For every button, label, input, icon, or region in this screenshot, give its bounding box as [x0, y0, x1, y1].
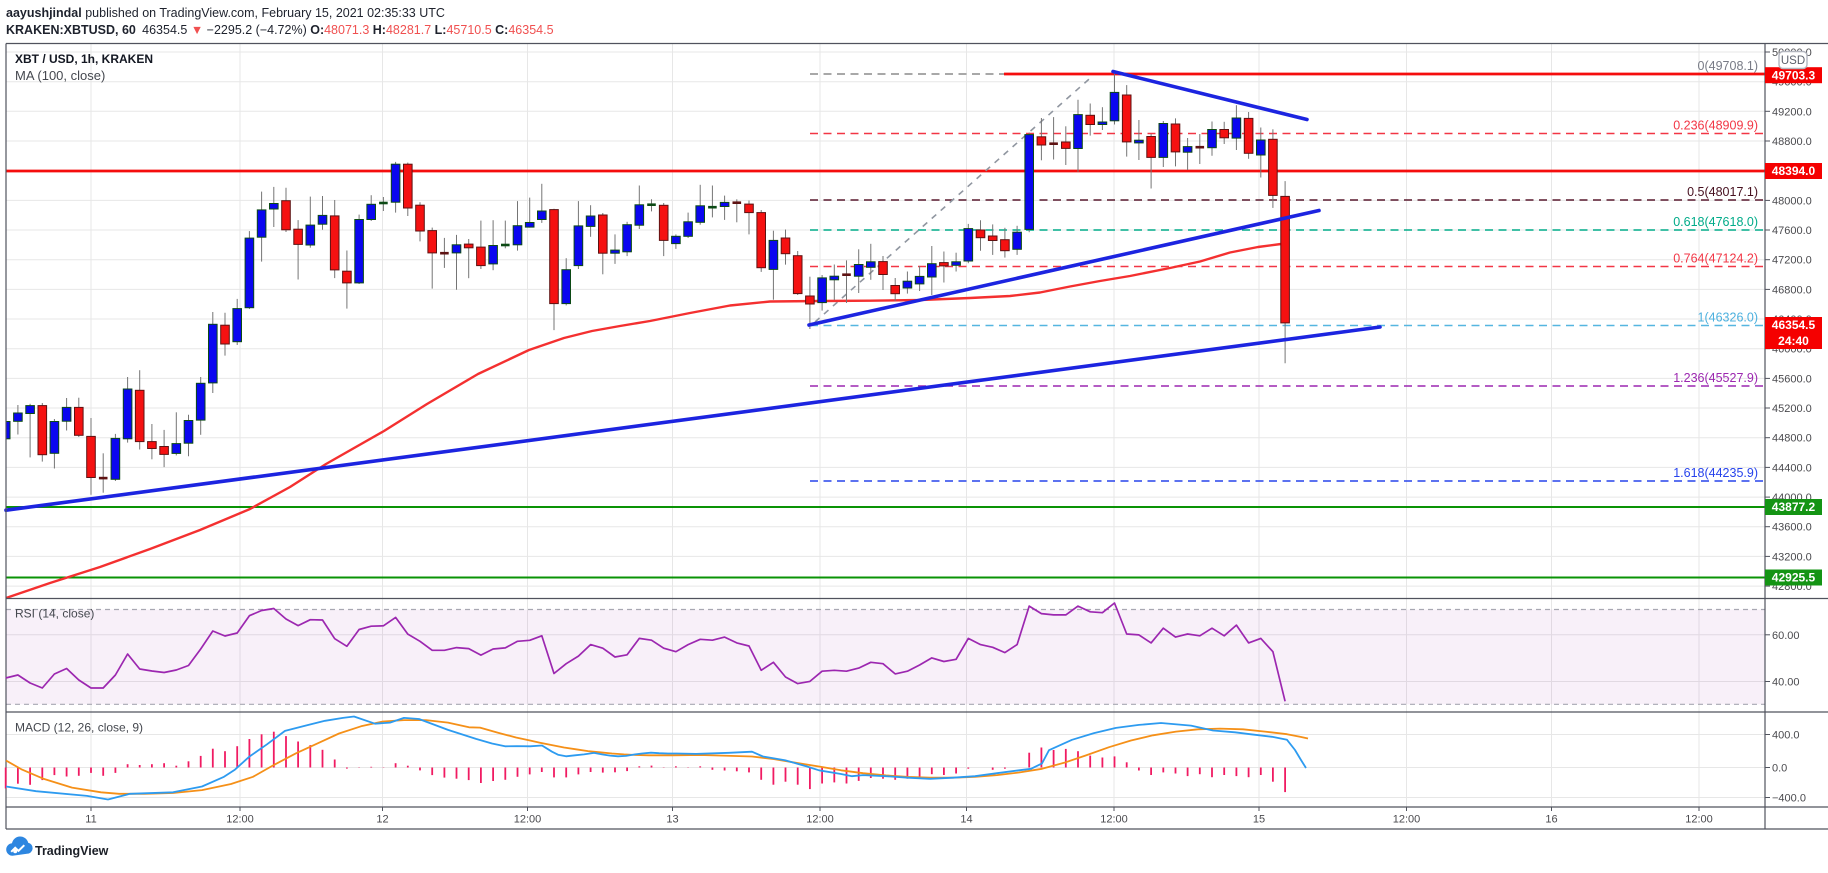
svg-text:MACD (12, 26, close, 9): MACD (12, 26, close, 9) [15, 721, 143, 735]
svg-text:KRAKEN:XBTUSD, 60 46354.5 ▼ −2: KRAKEN:XBTUSD, 60 46354.5 ▼ −2295.2 (−4.… [6, 23, 554, 37]
svg-text:0.5(48017.1): 0.5(48017.1) [1687, 185, 1758, 199]
svg-text:43200.0: 43200.0 [1772, 551, 1812, 563]
svg-text:48800.0: 48800.0 [1772, 136, 1812, 148]
svg-text:12:00: 12:00 [226, 814, 254, 826]
svg-text:47600.0: 47600.0 [1772, 225, 1812, 237]
svg-text:TradingView: TradingView [35, 844, 109, 858]
svg-text:MA (100, close): MA (100, close) [15, 68, 105, 83]
svg-text:45600.0: 45600.0 [1772, 373, 1812, 385]
svg-text:49200.0: 49200.0 [1772, 106, 1812, 118]
svg-text:15: 15 [1253, 814, 1265, 826]
svg-text:48394.0: 48394.0 [1772, 164, 1816, 178]
svg-text:46800.0: 46800.0 [1772, 284, 1812, 296]
svg-text:42925.5: 42925.5 [1772, 571, 1816, 585]
svg-text:43600.0: 43600.0 [1772, 522, 1812, 534]
svg-text:12:00: 12:00 [1685, 814, 1713, 826]
svg-text:14: 14 [960, 814, 972, 826]
svg-text:47200.0: 47200.0 [1772, 255, 1812, 267]
svg-text:1(46326.0): 1(46326.0) [1698, 311, 1758, 325]
svg-text:12:00: 12:00 [806, 814, 834, 826]
svg-text:40.00: 40.00 [1772, 677, 1800, 689]
svg-text:−400.0: −400.0 [1772, 793, 1806, 805]
svg-text:0.236(48909.9): 0.236(48909.9) [1673, 119, 1758, 133]
svg-text:49703.3: 49703.3 [1772, 68, 1816, 82]
svg-text:0.764(47124.2): 0.764(47124.2) [1673, 252, 1758, 266]
svg-text:11: 11 [85, 814, 96, 826]
svg-text:400.0: 400.0 [1772, 730, 1800, 742]
svg-text:48000.0: 48000.0 [1772, 195, 1812, 207]
svg-text:1.236(45527.9): 1.236(45527.9) [1673, 371, 1758, 385]
svg-text:13: 13 [666, 814, 678, 826]
svg-text:45200.0: 45200.0 [1772, 403, 1812, 415]
svg-text:16: 16 [1545, 814, 1557, 826]
svg-text:46354.5: 46354.5 [1772, 318, 1816, 332]
svg-text:12:00: 12:00 [1393, 814, 1421, 826]
svg-text:44800.0: 44800.0 [1772, 433, 1812, 445]
svg-text:1.618(44235.9): 1.618(44235.9) [1673, 466, 1758, 480]
svg-text:XBT / USD, 1h, KRAKEN: XBT / USD, 1h, KRAKEN [15, 52, 153, 66]
svg-text:12:00: 12:00 [1100, 814, 1128, 826]
svg-text:43877.2: 43877.2 [1772, 500, 1816, 514]
svg-text:44400.0: 44400.0 [1772, 462, 1812, 474]
svg-text:60.00: 60.00 [1772, 630, 1800, 642]
svg-text:aayushjindal published on Trad: aayushjindal published on TradingView.co… [6, 6, 445, 20]
svg-text:24:40: 24:40 [1778, 334, 1809, 348]
svg-text:0.618(47618.0): 0.618(47618.0) [1673, 215, 1758, 229]
svg-text:USD: USD [1781, 55, 1805, 67]
svg-text:0.0: 0.0 [1772, 763, 1787, 775]
svg-text:RSI (14, close): RSI (14, close) [15, 607, 94, 621]
svg-text:0(49708.1): 0(49708.1) [1698, 59, 1758, 73]
svg-text:12: 12 [376, 814, 388, 826]
svg-text:12:00: 12:00 [514, 814, 542, 826]
